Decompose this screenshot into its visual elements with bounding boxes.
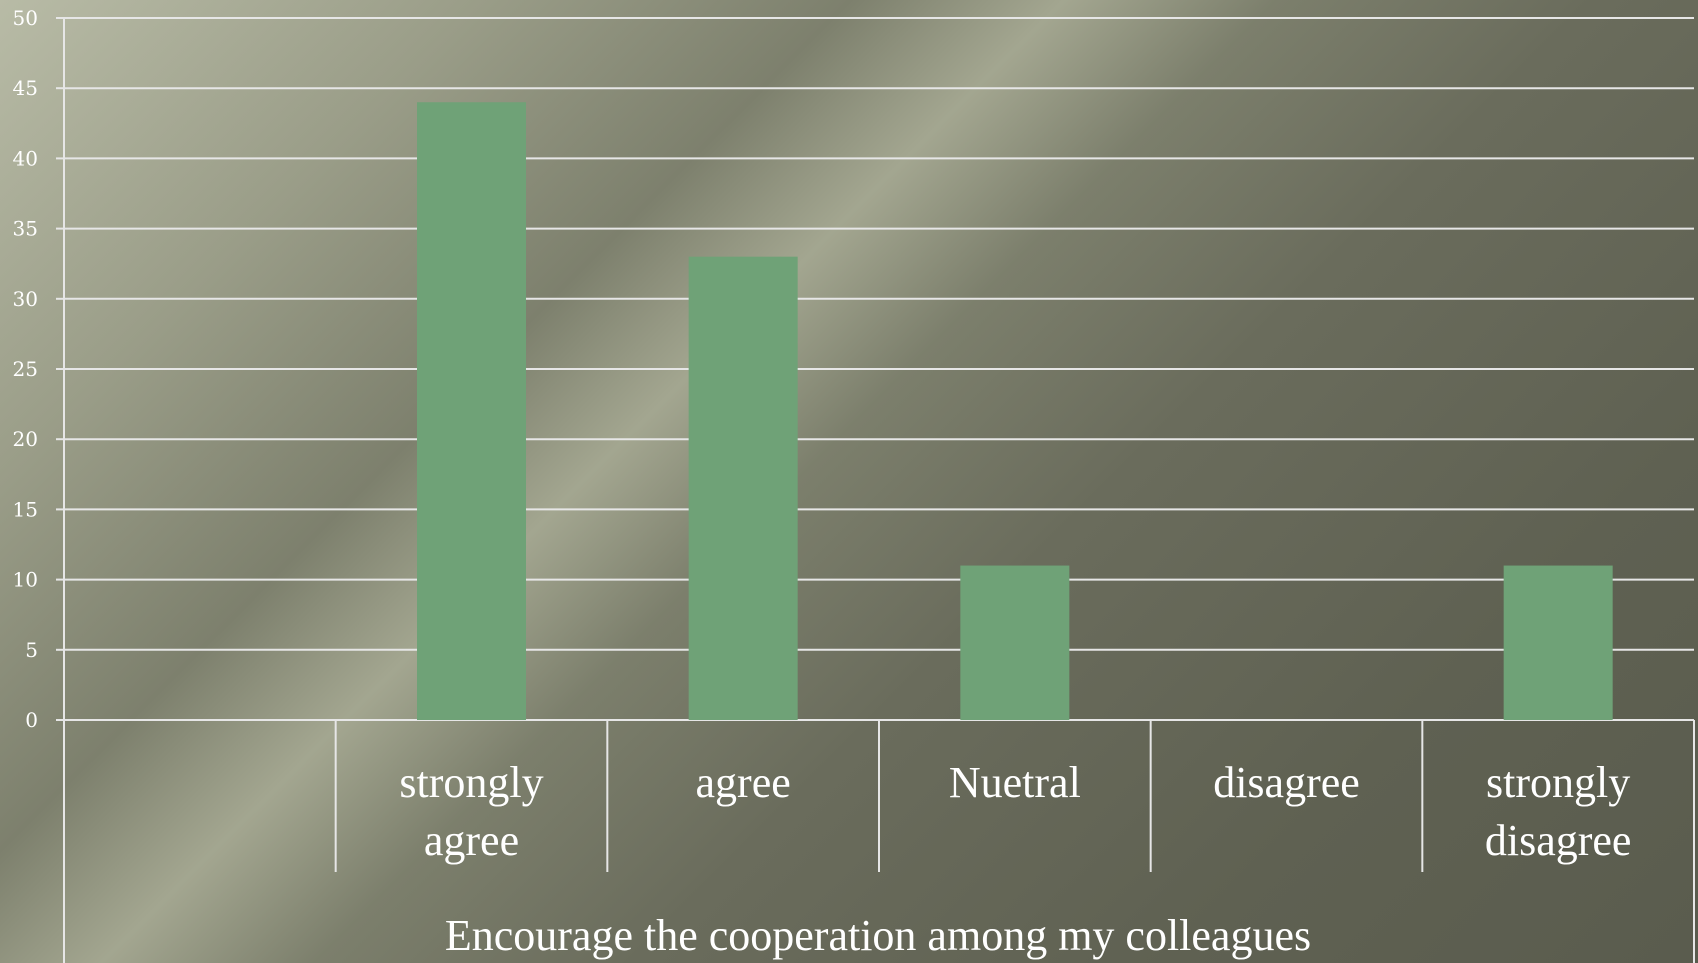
category-label: strongly — [1486, 758, 1630, 807]
x-axis-title: Encourage the cooperation among my colle… — [445, 911, 1311, 960]
y-tick-label: 10 — [13, 568, 38, 592]
x-axis — [334, 720, 1424, 872]
category-label: agree — [424, 816, 519, 865]
y-axis-ticks: 0 5 10 15 20 25 30 35 40 45 50 — [13, 6, 64, 732]
category-label: agree — [696, 758, 791, 807]
bar — [1503, 565, 1613, 720]
category-label: disagree — [1213, 758, 1360, 807]
category-label: disagree — [1485, 816, 1632, 865]
y-tick-label: 20 — [13, 427, 38, 451]
y-tick-label: 5 — [25, 638, 38, 662]
category-label: Nuetral — [949, 758, 1081, 807]
y-tick-label: 0 — [25, 708, 38, 732]
y-tick-label: 40 — [13, 146, 38, 170]
category-label: strongly — [399, 758, 543, 807]
y-tick-label: 15 — [13, 497, 38, 521]
bars — [417, 102, 1613, 721]
gridlines — [63, 17, 1695, 963]
y-tick-label: 35 — [13, 217, 38, 241]
y-tick-label: 45 — [13, 76, 38, 100]
category-labels: strongly agree agree Nuetral disagree strongl… — [399, 758, 1631, 865]
bar — [688, 256, 798, 720]
bar — [960, 565, 1070, 720]
bar — [417, 102, 526, 721]
y-tick-label: 50 — [13, 6, 38, 30]
y-tick-label: 30 — [13, 287, 38, 311]
y-tick-label: 25 — [13, 357, 38, 381]
